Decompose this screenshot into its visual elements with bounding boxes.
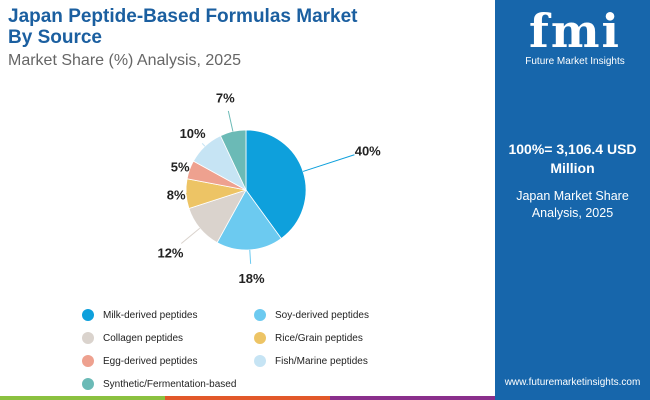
legend-item: Rice/Grain peptides	[254, 331, 426, 345]
footer-bar-orange	[165, 396, 330, 400]
data-label-4: 5%	[171, 159, 190, 174]
legend-item: Fish/Marine peptides	[254, 354, 426, 368]
legend-swatch	[82, 332, 94, 344]
data-label-6: 7%	[216, 90, 235, 105]
leader-line-4	[189, 169, 194, 172]
leader-line-1	[249, 249, 252, 264]
pie-slice-0	[245, 129, 307, 240]
legend-label: Synthetic/Fermentation-based	[103, 378, 237, 390]
pie-slice-1	[216, 189, 282, 251]
legend-swatch	[254, 309, 266, 321]
fmi-logo: fmi Future Market Insights	[515, 6, 635, 72]
legend-item: Collagen peptides	[82, 331, 254, 345]
data-label-3: 8%	[167, 187, 186, 202]
title-line-2: By Source	[8, 27, 102, 48]
logo-brand: Future Market Insights	[525, 56, 625, 67]
pie-slice-6	[219, 129, 247, 191]
data-label-1: 18%	[239, 271, 265, 286]
legend-item: Egg-derived peptides	[82, 354, 254, 368]
market-total: 100%= 3,106.4 USD Million	[508, 141, 637, 176]
pie-chart: 40% 18% 12% 8% 5% 10% 7%	[157, 90, 381, 286]
legend-swatch	[82, 309, 94, 321]
logo-mark: fmi	[529, 4, 621, 58]
footer-bar-purple	[330, 396, 495, 400]
leader-line-5	[201, 143, 206, 147]
legend-label: Collagen peptides	[103, 332, 184, 344]
data-label-0: 40%	[355, 143, 381, 158]
legend-label: Milk-derived peptides	[103, 309, 198, 321]
chart-subtitle: Market Share (%) Analysis, 2025	[8, 52, 241, 69]
info-panel: fmi Future Market Insights 100%= 3,106.4…	[495, 0, 650, 396]
leader-line-2	[180, 227, 201, 244]
website-link[interactable]: www.futuremarketinsights.com	[504, 377, 641, 388]
leader-line-6	[227, 110, 234, 132]
chart-title: Japan Peptide-Based Formulas Market By S…	[8, 6, 358, 48]
legend: Milk-derived peptides Soy-derived peptide…	[82, 308, 442, 391]
legend-label: Egg-derived peptides	[103, 355, 198, 367]
footer-bar-blue	[495, 396, 650, 400]
legend-item: Milk-derived peptides	[82, 308, 254, 322]
legend-item: Soy-derived peptides	[254, 308, 426, 322]
legend-item: Synthetic/Fermentation-based	[82, 377, 254, 391]
legend-label: Rice/Grain peptides	[275, 332, 363, 344]
legend-swatch	[82, 378, 94, 390]
legend-swatch	[254, 355, 266, 367]
legend-label: Soy-derived peptides	[275, 309, 369, 321]
data-label-2: 12%	[157, 245, 183, 260]
leader-line-0	[302, 154, 355, 172]
footer-bar-green	[0, 396, 165, 400]
market-description: Japan Market Share Analysis, 2025	[516, 189, 629, 220]
legend-swatch	[82, 355, 94, 367]
title-line-1: Japan Peptide-Based Formulas Market	[8, 6, 358, 27]
legend-label: Fish/Marine peptides	[275, 355, 368, 367]
data-label-5: 10%	[180, 126, 206, 141]
legend-swatch	[254, 332, 266, 344]
